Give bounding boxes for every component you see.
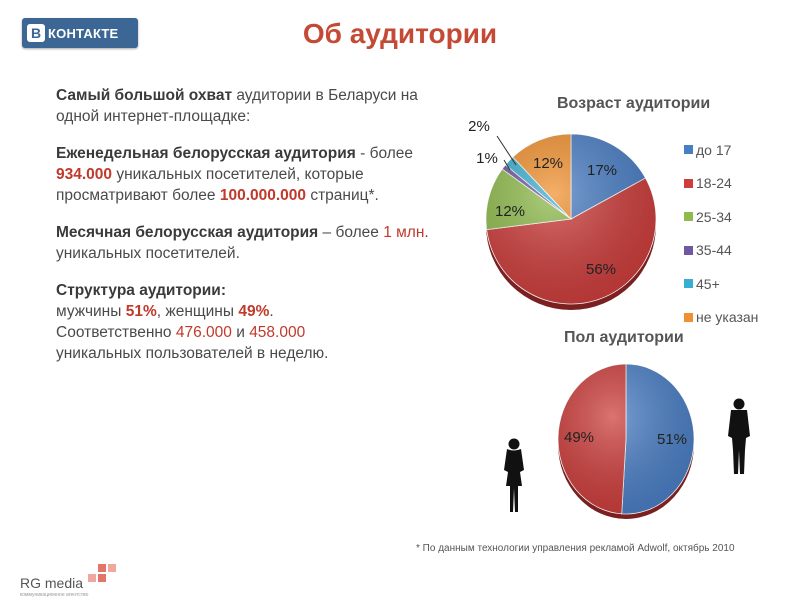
age-pie-chart: 17% 56% 12% 1% 2% 12%	[468, 118, 657, 310]
audience-text: Самый большой охват аудитории в Беларуси…	[56, 85, 446, 380]
structure-text-6: уникальных пользователей в неделю.	[56, 345, 329, 362]
footnote: * По данным технологии управления реклам…	[416, 543, 735, 554]
slice-label: 2%	[468, 118, 490, 135]
monthly-text-2: . уникальных посетителей.	[56, 224, 429, 262]
weekly-text-2: уникальных посетителей, которые просматр…	[56, 166, 364, 204]
legend-swatch	[684, 279, 693, 288]
legend-label: не указан	[696, 309, 759, 325]
slice-label: 12%	[495, 203, 525, 220]
legend-item: до 17	[684, 141, 758, 158]
legend-item: 45+	[684, 275, 758, 292]
slice-label: 12%	[533, 155, 563, 172]
structure-text-2: , женщины	[156, 303, 239, 320]
monthly-paragraph: Месячная белорусская аудитория – более 1…	[56, 222, 446, 264]
rg-media-logo: RG media коммуникационное агентство	[20, 562, 130, 598]
men-count: 476.000	[175, 324, 232, 341]
vk-logo-text: КОНТАКТЕ	[48, 25, 119, 41]
logo-square-icon	[88, 574, 96, 582]
rg-logo-tagline: коммуникационное агентство	[20, 592, 89, 598]
vk-logo-mark: B	[27, 24, 45, 42]
monthly-visitors-value: 1 млн	[383, 224, 425, 241]
reach-heading: Самый большой охват	[56, 87, 233, 104]
structure-text-1: мужчины	[56, 303, 126, 320]
monthly-text-1: – более	[318, 224, 384, 241]
weekly-paragraph: Еженедельная белорусская аудитория - бол…	[56, 143, 446, 206]
age-legend: до 17 18-24 25-34 35-44 45+ не указан	[684, 141, 758, 342]
weekly-text-1: - более	[355, 145, 414, 162]
weekly-text-3: страниц*.	[306, 187, 379, 204]
logo-square-icon	[98, 574, 106, 582]
man-silhouette-icon	[728, 398, 750, 474]
legend-swatch	[684, 178, 693, 188]
slice-label: 51%	[657, 431, 687, 448]
age-chart-title: Возраст аудитории	[557, 95, 711, 112]
rg-logo-text: RG media	[20, 575, 84, 591]
reach-text: аудитории в Беларуси на одной интернет-п…	[56, 87, 418, 125]
structure-heading: Структура аудитории:	[56, 282, 226, 299]
structure-text-5: и	[231, 324, 250, 341]
weekly-visitors-value: 934.000	[56, 166, 113, 183]
legend-label: 45+	[696, 275, 720, 292]
weekly-heading: Еженедельная белорусская аудитория	[56, 145, 356, 162]
legend-swatch	[684, 145, 693, 154]
legend-swatch	[684, 245, 693, 255]
legend-label: до 17	[696, 141, 732, 158]
woman-silhouette-icon	[504, 438, 524, 512]
legend-swatch	[684, 212, 693, 221]
legend-swatch	[684, 312, 693, 322]
leader-line	[496, 135, 517, 166]
structure-paragraph: Структура аудитории: мужчины 51%, женщин…	[56, 280, 446, 364]
legend-item: 18-24	[684, 175, 758, 192]
logo-square-icon	[108, 564, 116, 572]
vkontakte-logo: B КОНТАКТЕ	[22, 18, 138, 48]
reach-paragraph: Самый большой охват аудитории в Беларуси…	[56, 85, 446, 127]
women-count: 458.000	[249, 324, 306, 341]
pie-shine	[486, 134, 656, 304]
men-percent: 51%	[125, 303, 157, 320]
logo-square-icon	[98, 564, 106, 572]
page-title: Об аудитории	[302, 18, 498, 49]
slice-label: 1%	[476, 150, 498, 167]
women-percent: 49%	[238, 303, 270, 320]
legend-label: 35-44	[696, 242, 732, 258]
legend-item: не указан	[684, 309, 758, 326]
weekly-pages-value: 100.000.000	[219, 187, 307, 204]
structure-text-4: Соответственно	[56, 324, 176, 341]
structure-text-3: .	[269, 303, 274, 320]
gender-pie-chart: 51% 49%	[557, 363, 695, 519]
legend-label: 18-24	[696, 175, 732, 191]
gender-chart-title: Пол аудитории	[564, 329, 684, 346]
slice-label: 56%	[586, 261, 616, 278]
pie-shine	[558, 364, 694, 514]
slice-label: 17%	[587, 162, 617, 179]
slice-label: 49%	[564, 429, 594, 446]
monthly-heading: Месячная белорусская аудитория	[56, 224, 319, 241]
legend-item: 25-34	[684, 208, 758, 225]
leader-line	[503, 159, 511, 171]
legend-item: 35-44	[684, 242, 758, 259]
legend-label: 25-34	[696, 208, 732, 225]
